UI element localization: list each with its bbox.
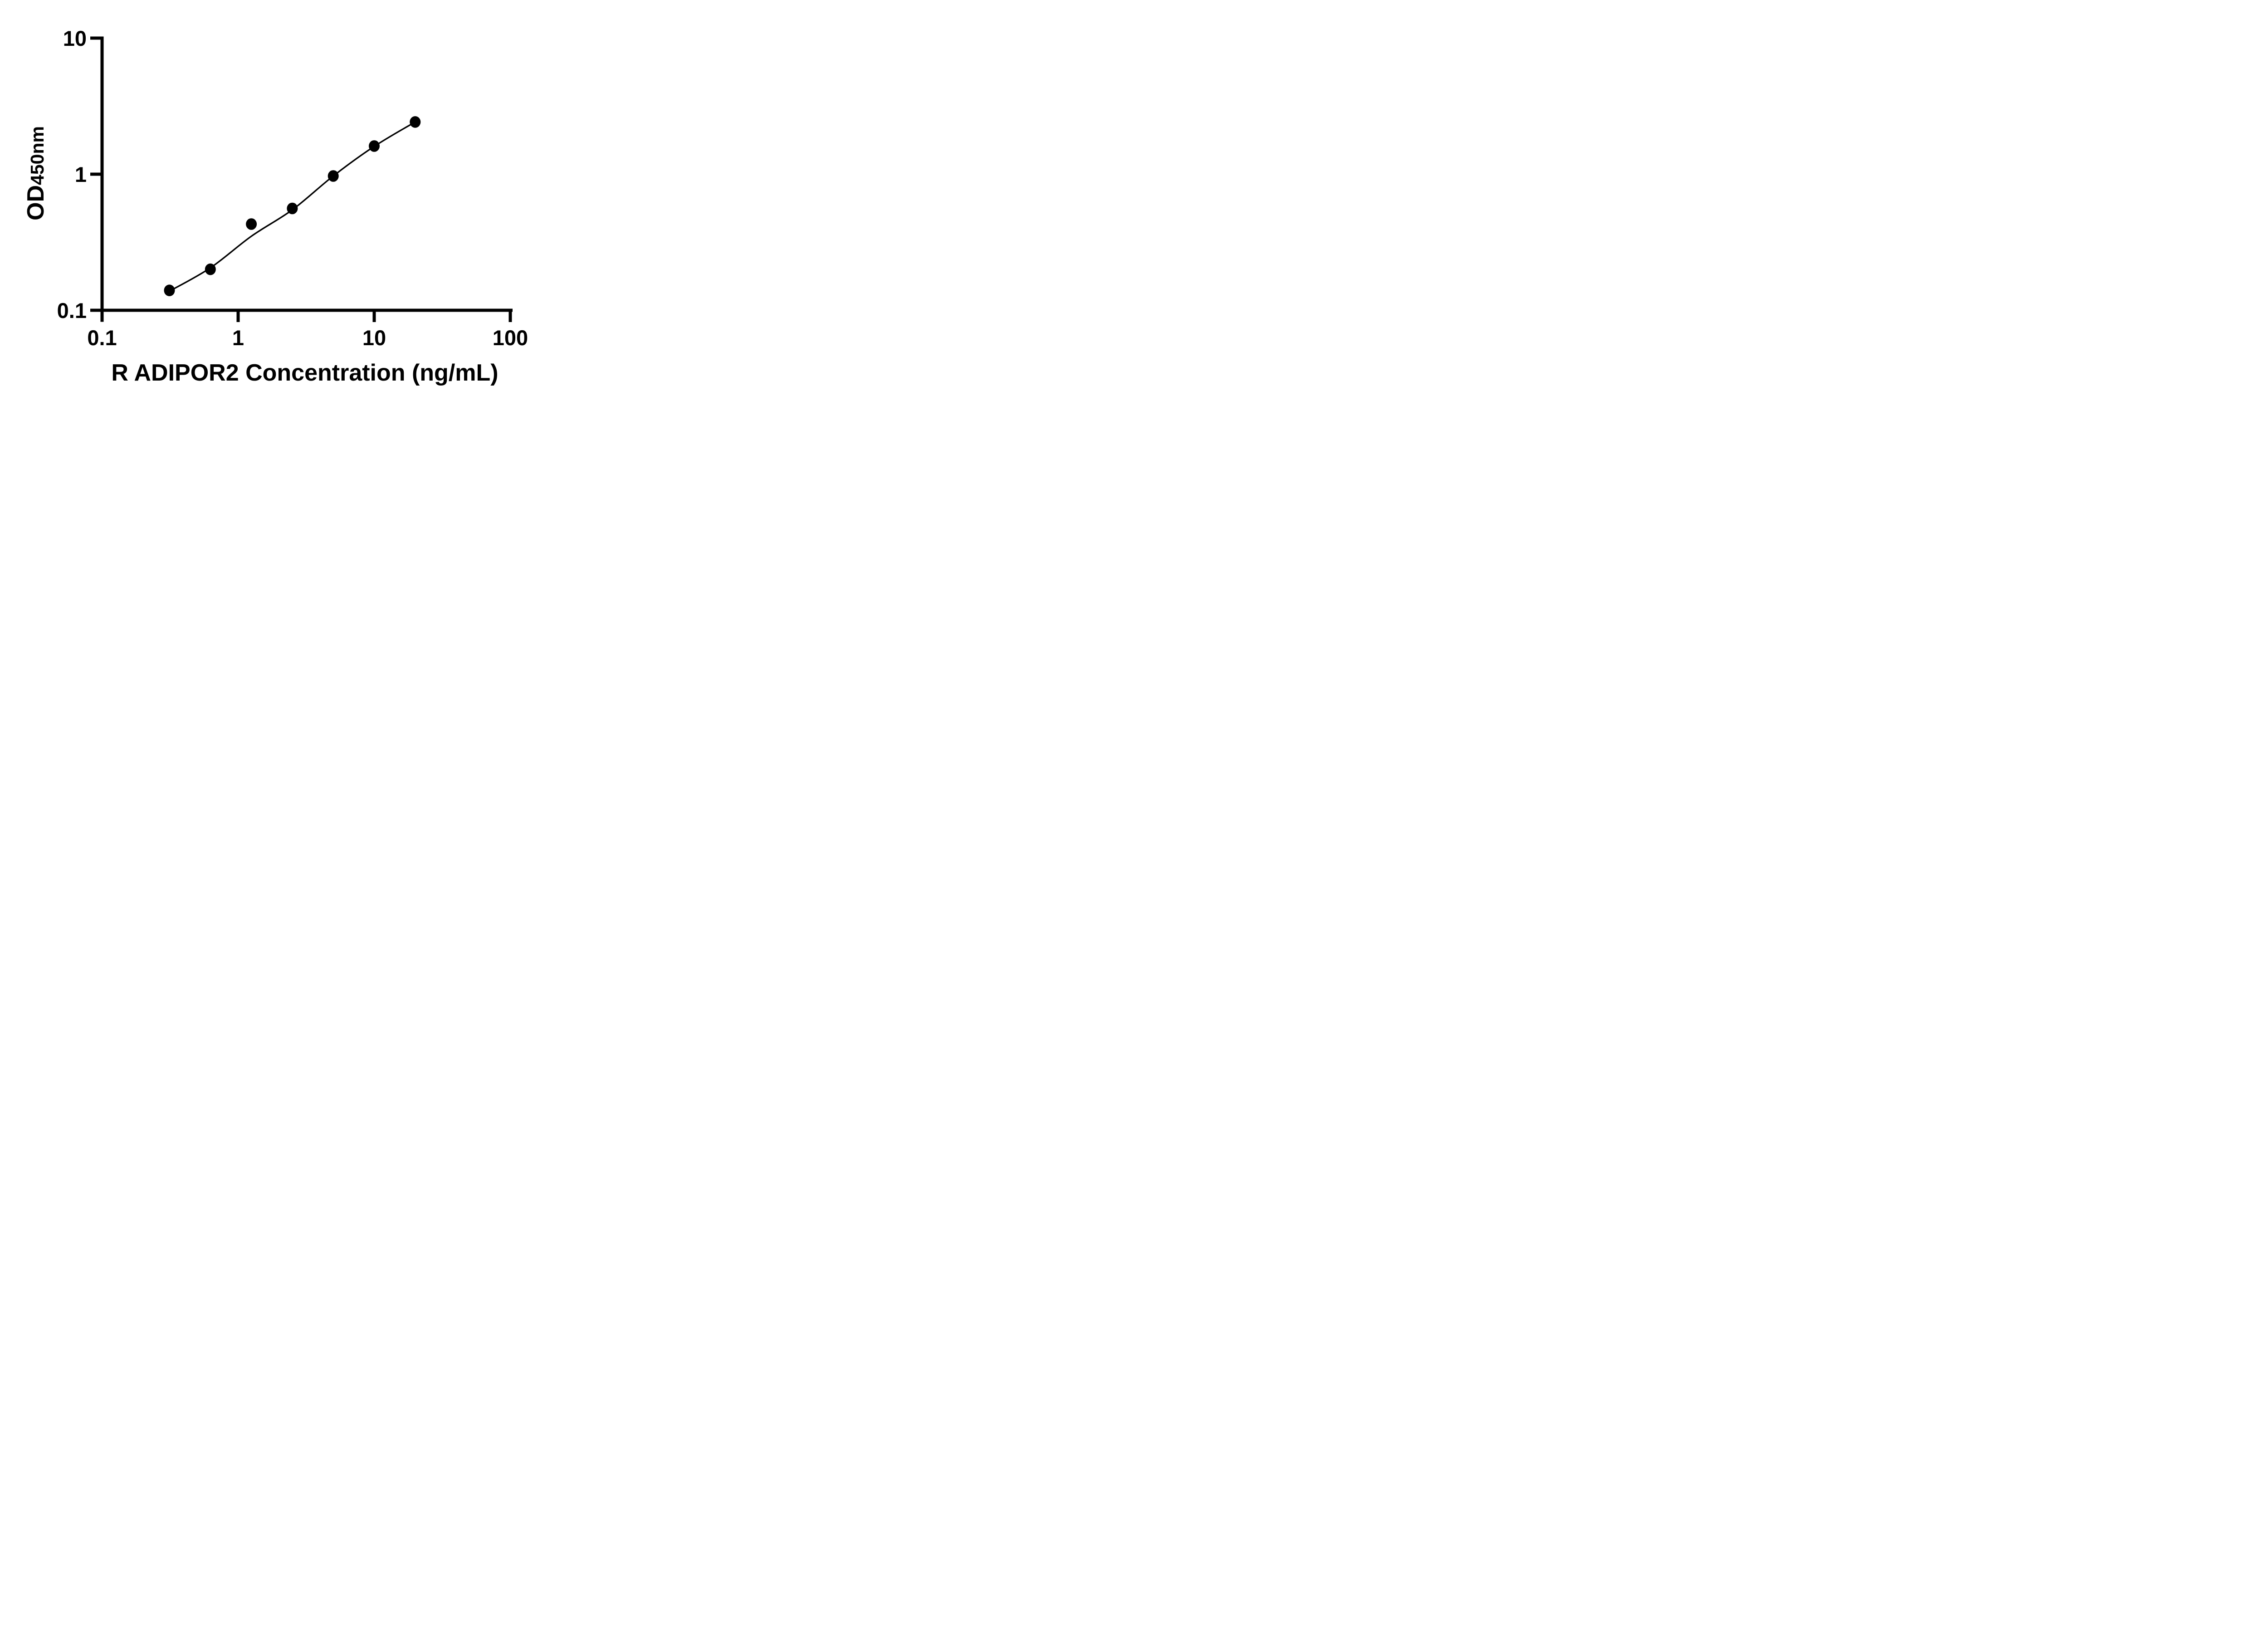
data-point	[410, 116, 421, 128]
x-axis-tick-labels: 0.1 1 10 100	[87, 326, 528, 350]
data-point	[164, 284, 175, 296]
x-tick-label: 1	[232, 326, 244, 350]
data-point	[287, 202, 298, 215]
x-tick-label: 10	[362, 326, 386, 350]
y-axis-title: OD450nm	[23, 126, 49, 220]
data-point	[205, 263, 216, 275]
y-axis-title-main: OD	[23, 185, 49, 220]
standard-curve-chart: 0.1 1 10 0.1 1 10 100 R ADIPOR2 Concentration…	[23, 26, 528, 386]
data-point	[327, 170, 339, 182]
y-axis-ticks	[90, 36, 102, 312]
x-tick-label: 0.1	[87, 326, 117, 350]
y-tick-label: 0.1	[57, 298, 87, 323]
y-tick-label: 1	[75, 162, 87, 186]
y-axis-tick-labels: 0.1 1 10	[57, 26, 87, 323]
data-point	[246, 218, 257, 230]
y-axis-title-sub: 450nm	[27, 126, 48, 185]
x-axis-ticks	[236, 310, 512, 322]
x-axis-title: R ADIPOR2 Concentration (ng/mL)	[111, 360, 498, 386]
x-tick-label: 100	[493, 326, 528, 350]
data-point	[369, 140, 380, 152]
data-points	[164, 116, 421, 296]
y-tick-label: 10	[63, 26, 87, 50]
elisa-standard-curve-figure: 0.1 1 10 0.1 1 10 100 R ADIPOR2 Concentration…	[0, 0, 572, 408]
